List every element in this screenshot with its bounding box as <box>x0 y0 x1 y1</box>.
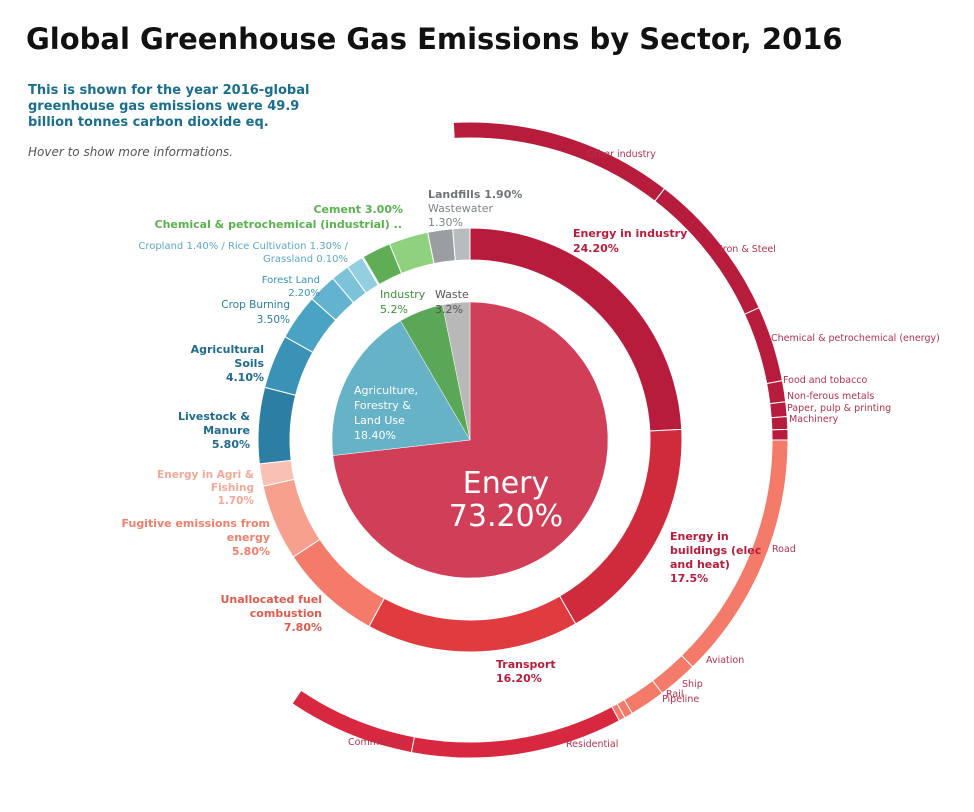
outer-label-road: Road <box>772 544 796 555</box>
middle-label-unallocated: Unallocated fuel combustion 7.80% <box>221 593 323 634</box>
outer-label-ship: Ship <box>682 679 703 690</box>
outer-label-other-industry: Other industry <box>587 149 656 160</box>
middle-label-cropland: Cropland 1.40% / Rice Cultivation 1.30% … <box>138 241 348 265</box>
outer-segment-paper-pulp-printing[interactable] <box>770 416 789 431</box>
outer-label-machinery: Machinery <box>789 414 839 425</box>
inner-label-energy: Enery 73.20% <box>449 466 563 534</box>
inner-ring <box>331 301 609 579</box>
inner-label-waste: Waste 3.2% <box>435 288 469 316</box>
outer-label-commercial: Commercial <box>348 737 405 748</box>
outer-segment-residential[interactable] <box>410 705 620 759</box>
inner-slice-waste[interactable] <box>442 301 471 441</box>
middle-label-cement: Cement 3.00% <box>313 203 403 216</box>
middle-label-agri-fishing: Energy in Agri & Fishing 1.70% <box>157 469 254 507</box>
outer-label-non-ferous-metals: Non-ferous metals <box>787 391 874 402</box>
inner-slice-agriculture-forestry-land-use[interactable] <box>331 320 471 456</box>
outer-label-food-and-tobacco: Food and tobacco <box>783 375 868 386</box>
outer-segment-non-ferous-metals[interactable] <box>769 401 788 419</box>
middle-segment-livestock-manure[interactable] <box>257 386 297 465</box>
inner-label-industry: Industry 5.2% <box>380 288 426 316</box>
outer-segment-chemical-petrochemical-energy[interactable] <box>743 306 783 385</box>
middle-segment-transport[interactable] <box>368 595 577 653</box>
middle-label-soils: Agricultural Soils 4.10% <box>191 343 265 384</box>
outer-label-chemical-petrochemical-energy: Chemical & petrochemical (energy) <box>771 333 940 344</box>
middle-label-wastewater: Wastewater 1.30% <box>428 202 494 229</box>
middle-label-crop-burning: Crop Burning 3.50% <box>221 299 290 326</box>
middle-ring <box>257 227 683 653</box>
chart-subtitle: This is shown for the year 2016-global g… <box>28 83 310 130</box>
middle-segment-fugitive-emissions-from-energy[interactable] <box>262 478 321 558</box>
middle-segment-wastewater[interactable] <box>452 227 471 262</box>
chart-labels: Enery 73.20% Agriculture, Forestry & Land Us… <box>122 149 940 750</box>
outer-label-rail: Rail <box>666 689 684 700</box>
middle-label-energy-in-buildings: Energy in buildings (elec and heat) 17.5% <box>670 530 761 585</box>
outer-label-aviation: Aviation <box>706 655 744 666</box>
middle-label-chemical: Chemical & petrochemical (industrial) .. <box>155 218 402 231</box>
middle-label-forest-land: Forest Land 2.20% <box>262 275 320 299</box>
outer-label-paper-pulp-printing: Paper, pulp & printing <box>787 403 891 414</box>
outer-segment-machinery[interactable] <box>771 428 789 441</box>
outer-label-pipeline: Pipeline <box>662 694 699 705</box>
inner-label-agriculture: Agriculture, Forestry & Land Use 18.40% <box>354 384 418 442</box>
middle-label-energy-in-industry: Energy in industry 24.20% <box>573 227 687 255</box>
chart-title: Global Greenhouse Gas Emissions by Secto… <box>26 22 843 56</box>
hover-hint: Hover to show more informations. <box>28 145 233 159</box>
inner-slice-enery[interactable] <box>332 301 609 579</box>
outer-label-residential: Residential <box>566 739 618 750</box>
middle-label-livestock: Livestock & Manure 5.80% <box>178 410 250 451</box>
outer-label-iron-steel: Iron & Steel <box>720 244 776 255</box>
outer-segment-commercial[interactable] <box>291 689 415 754</box>
outer-ring <box>291 121 789 759</box>
middle-label-fugitive: Fugitive emissions from energy 5.80% <box>122 517 270 558</box>
middle-label-transport: Transport 16.20% <box>496 658 556 685</box>
middle-label-landfills: Landfills 1.90% <box>428 188 522 201</box>
